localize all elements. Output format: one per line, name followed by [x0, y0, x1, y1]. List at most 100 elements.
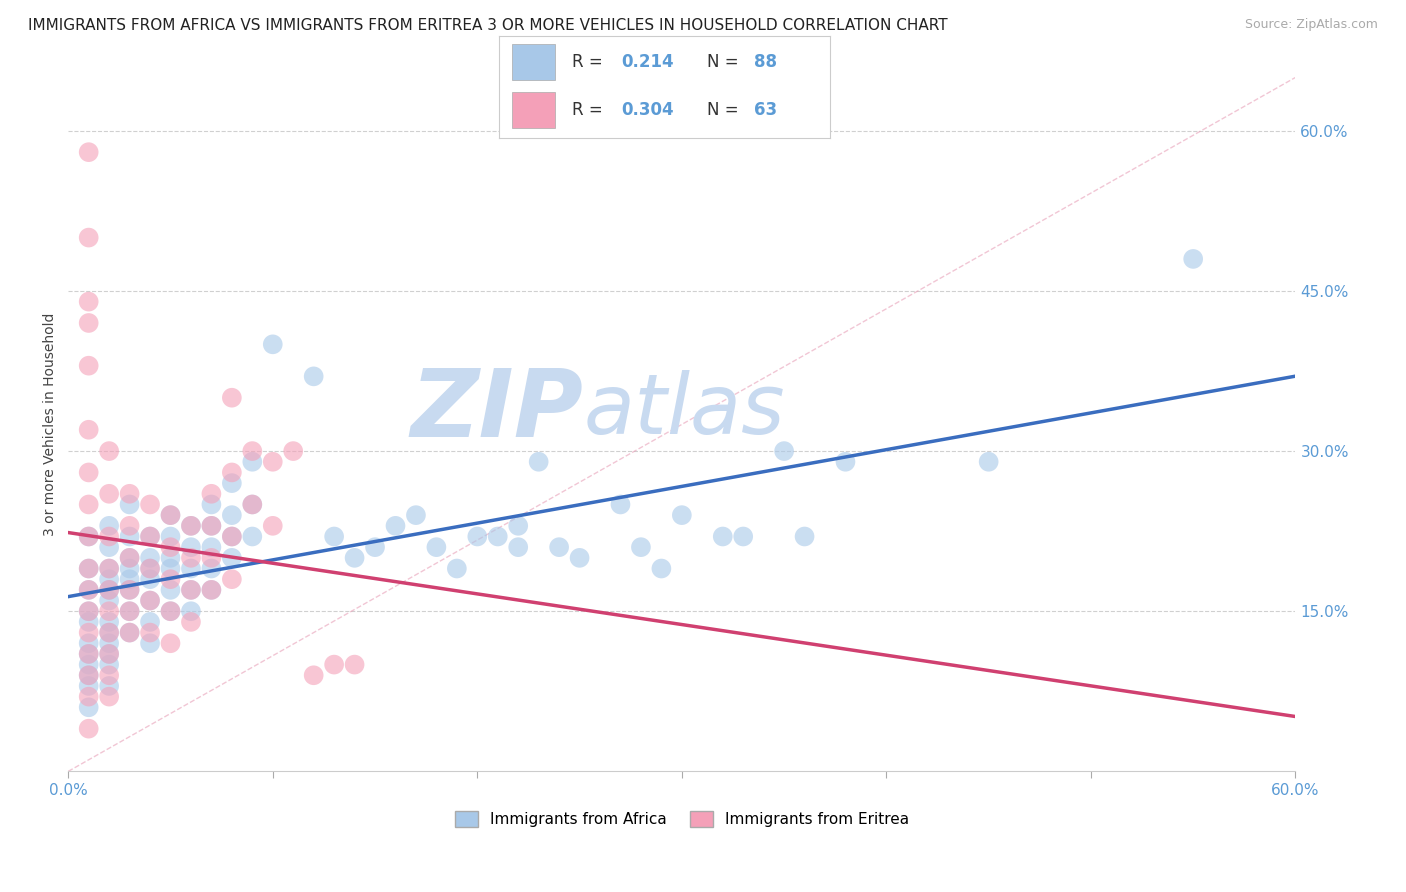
- Point: [98, 647, 121, 661]
- Point: [200, 550, 222, 565]
- Point: [98, 690, 121, 704]
- Text: 88: 88: [754, 53, 776, 70]
- Point: [77, 230, 100, 244]
- Point: [77, 294, 100, 309]
- Point: [139, 636, 162, 650]
- Point: [221, 391, 243, 405]
- Text: Source: ZipAtlas.com: Source: ZipAtlas.com: [1244, 18, 1378, 31]
- Point: [77, 604, 100, 618]
- Point: [262, 455, 284, 469]
- Point: [384, 518, 406, 533]
- Point: [77, 423, 100, 437]
- Point: [548, 540, 571, 554]
- Point: [180, 518, 202, 533]
- Point: [77, 636, 100, 650]
- Text: 0.304: 0.304: [621, 101, 673, 119]
- Point: [221, 508, 243, 523]
- Point: [323, 529, 346, 543]
- Point: [159, 540, 181, 554]
- Point: [262, 518, 284, 533]
- Point: [159, 561, 181, 575]
- Point: [465, 529, 488, 543]
- Point: [77, 647, 100, 661]
- Point: [77, 668, 100, 682]
- Point: [98, 679, 121, 693]
- Point: [180, 561, 202, 575]
- Point: [139, 550, 162, 565]
- Text: N =: N =: [707, 53, 744, 70]
- Point: [221, 476, 243, 491]
- Point: [139, 529, 162, 543]
- Point: [77, 316, 100, 330]
- Point: [200, 582, 222, 597]
- Point: [118, 572, 141, 586]
- Point: [118, 529, 141, 543]
- Text: ZIP: ZIP: [411, 365, 583, 457]
- Point: [180, 582, 202, 597]
- Point: [139, 561, 162, 575]
- Point: [98, 540, 121, 554]
- Point: [118, 498, 141, 512]
- Point: [180, 604, 202, 618]
- Point: [98, 593, 121, 607]
- Point: [159, 572, 181, 586]
- Point: [77, 529, 100, 543]
- Point: [77, 359, 100, 373]
- Text: N =: N =: [707, 101, 744, 119]
- Point: [302, 369, 325, 384]
- Point: [508, 540, 530, 554]
- Point: [77, 582, 100, 597]
- Point: [159, 508, 181, 523]
- Point: [77, 690, 100, 704]
- Point: [283, 444, 305, 458]
- Text: atlas: atlas: [583, 370, 786, 451]
- Point: [240, 529, 263, 543]
- Point: [159, 636, 181, 650]
- Point: [77, 145, 100, 160]
- Point: [630, 540, 652, 554]
- Point: [180, 615, 202, 629]
- Point: [98, 487, 121, 501]
- Text: R =: R =: [572, 53, 607, 70]
- Point: [200, 498, 222, 512]
- Point: [139, 593, 162, 607]
- Point: [98, 529, 121, 543]
- Point: [240, 498, 263, 512]
- Point: [98, 625, 121, 640]
- Point: [98, 668, 121, 682]
- Point: [221, 572, 243, 586]
- Point: [98, 572, 121, 586]
- Point: [118, 625, 141, 640]
- Point: [118, 561, 141, 575]
- Text: 63: 63: [754, 101, 776, 119]
- Point: [77, 700, 100, 714]
- Point: [609, 498, 631, 512]
- Point: [200, 518, 222, 533]
- Point: [159, 604, 181, 618]
- Point: [200, 561, 222, 575]
- Point: [77, 604, 100, 618]
- Point: [977, 455, 1000, 469]
- Point: [446, 561, 468, 575]
- Point: [77, 561, 100, 575]
- Point: [302, 668, 325, 682]
- Point: [240, 444, 263, 458]
- Point: [1182, 252, 1205, 266]
- Point: [793, 529, 815, 543]
- Point: [568, 550, 591, 565]
- Point: [98, 604, 121, 618]
- Point: [262, 337, 284, 351]
- Point: [98, 444, 121, 458]
- Point: [159, 529, 181, 543]
- Point: [98, 657, 121, 672]
- Point: [240, 498, 263, 512]
- Point: [98, 636, 121, 650]
- Point: [77, 498, 100, 512]
- Text: R =: R =: [572, 101, 607, 119]
- Point: [671, 508, 693, 523]
- Point: [200, 582, 222, 597]
- Point: [200, 518, 222, 533]
- Point: [323, 657, 346, 672]
- Point: [77, 615, 100, 629]
- Point: [118, 550, 141, 565]
